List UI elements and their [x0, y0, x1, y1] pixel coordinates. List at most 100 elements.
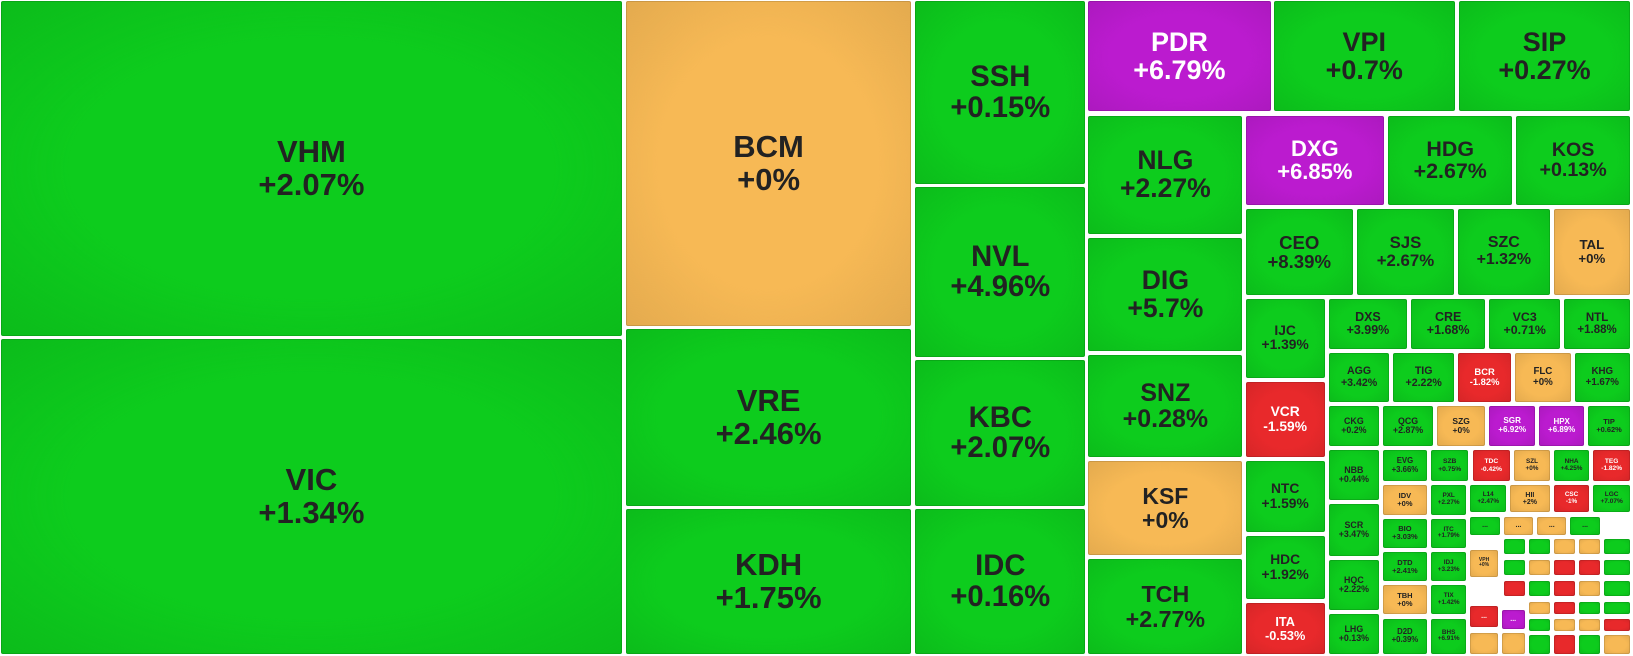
tiny-tile[interactable] — [1603, 635, 1630, 655]
stock-tile[interactable]: VCR -1.59% — [1245, 382, 1325, 458]
tiny-tile[interactable] — [1603, 581, 1630, 596]
stock-tile[interactable]: SZG +0% — [1437, 406, 1486, 446]
stock-tile[interactable]: KOS +0.13% — [1516, 115, 1630, 206]
stock-tile[interactable]: SZC +1.32% — [1457, 209, 1550, 295]
stock-tile[interactable]: BIO +3.03% — [1383, 518, 1427, 548]
tiny-tile[interactable] — [1603, 601, 1630, 615]
tiny-tile[interactable] — [1528, 539, 1550, 555]
stock-tile[interactable]: SJS +2.67% — [1356, 209, 1454, 295]
tiny-tile[interactable] — [1528, 618, 1550, 632]
stock-tile[interactable]: NBB +0.44% — [1328, 449, 1379, 500]
stock-tile[interactable]: DTD +2.41% — [1383, 551, 1427, 582]
stock-tile[interactable]: BCR -1.82% — [1457, 353, 1512, 403]
stock-tile[interactable]: D2D +0.39% — [1383, 618, 1427, 655]
stock-tile[interactable]: IJC +1.39% — [1245, 298, 1325, 379]
stock-tile[interactable]: SNZ +0.28% — [1088, 355, 1243, 458]
stock-tile[interactable]: HDC +1.92% — [1245, 536, 1325, 599]
tiny-tile[interactable] — [1503, 581, 1525, 596]
tiny-tile[interactable] — [1528, 601, 1550, 615]
tiny-tile[interactable] — [1578, 581, 1600, 596]
tiny-tile[interactable] — [1528, 560, 1550, 575]
small-tile[interactable]: ... — [1537, 516, 1567, 536]
stock-tile[interactable]: SZL +0% — [1514, 449, 1550, 482]
tiny-tile[interactable] — [1578, 539, 1600, 555]
tiny-tile[interactable] — [1603, 560, 1630, 575]
stock-tile[interactable]: TIP +0.62% — [1588, 406, 1630, 446]
stock-tile[interactable]: TAL +0% — [1553, 209, 1630, 295]
stock-tile[interactable]: KSF +0% — [1088, 461, 1243, 556]
small-tile[interactable]: ... — [1501, 610, 1525, 630]
stock-tile[interactable]: HDG +2.67% — [1388, 115, 1513, 206]
stock-tile[interactable]: NLG +2.27% — [1088, 115, 1243, 235]
tiny-tile[interactable] — [1553, 601, 1575, 615]
stock-tile[interactable]: VHM +2.07% — [1, 1, 622, 337]
stock-tile[interactable]: ITA -0.53% — [1245, 602, 1325, 655]
stock-tile[interactable]: SCR +3.47% — [1328, 504, 1379, 557]
stock-tile[interactable]: HPX +6.89% — [1539, 406, 1585, 446]
small-tile[interactable]: ... — [1470, 516, 1500, 536]
stock-tile[interactable]: VPH +0% — [1470, 549, 1498, 577]
tiny-tile[interactable] — [1578, 618, 1600, 632]
tiny-tile[interactable] — [1578, 635, 1600, 655]
tiny-tile[interactable] — [1578, 601, 1600, 615]
stock-tile[interactable]: SZB +0.75% — [1430, 449, 1469, 482]
stock-tile[interactable]: SSH +0.15% — [915, 1, 1086, 185]
tiny-tile[interactable] — [1553, 560, 1575, 575]
stock-tile[interactable]: DIG +5.7% — [1088, 238, 1243, 351]
stock-tile[interactable]: SIP +0.27% — [1459, 1, 1630, 112]
stock-tile[interactable]: TCH +2.77% — [1088, 559, 1243, 655]
small-tile[interactable]: ... — [1503, 516, 1534, 536]
stock-tile[interactable]: LGC +7.07% — [1593, 485, 1630, 513]
stock-tile[interactable]: LHG +0.13% — [1328, 614, 1379, 655]
stock-tile[interactable]: CKG +0.2% — [1328, 406, 1379, 446]
tiny-tile[interactable] — [1528, 581, 1550, 596]
tiny-tile[interactable] — [1553, 635, 1575, 655]
tiny-tile[interactable] — [1503, 560, 1525, 575]
stock-tile[interactable]: PDR +6.79% — [1088, 1, 1271, 112]
stock-tile[interactable]: HQC +2.22% — [1328, 560, 1379, 611]
stock-tile[interactable]: QCG +2.87% — [1383, 406, 1434, 446]
stock-tile[interactable]: KDH +1.75% — [625, 509, 912, 655]
tiny-tile[interactable] — [1603, 539, 1630, 555]
stock-tile[interactable]: NVL +4.96% — [915, 187, 1086, 358]
stock-tile[interactable]: TBH +0% — [1383, 585, 1427, 615]
stock-tile[interactable]: IDJ +3.23% — [1430, 551, 1467, 582]
stock-tile[interactable]: CSC -1% — [1553, 485, 1590, 513]
stock-tile[interactable]: ITC +1.79% — [1430, 518, 1467, 548]
stock-tile[interactable]: EVG +3.66% — [1383, 449, 1427, 482]
stock-tile[interactable]: PXL +2.27% — [1430, 485, 1467, 515]
stock-tile[interactable]: TIG +2.22% — [1393, 353, 1454, 403]
stock-tile[interactable]: KHG +1.67% — [1574, 353, 1630, 403]
tiny-tile[interactable] — [1501, 633, 1525, 655]
stock-tile[interactable]: VIC +1.34% — [1, 339, 622, 655]
tiny-tile[interactable] — [1578, 560, 1600, 575]
tiny-tile[interactable] — [1503, 539, 1525, 555]
stock-tile[interactable]: KBC +2.07% — [915, 360, 1086, 507]
stock-tile[interactable]: CEO +8.39% — [1245, 209, 1353, 295]
tiny-tile[interactable] — [1528, 635, 1550, 655]
tiny-tile[interactable] — [1603, 618, 1630, 632]
tiny-tile[interactable] — [1553, 539, 1575, 555]
small-tile[interactable]: ... — [1470, 606, 1498, 627]
small-tile[interactable]: ... — [1570, 516, 1600, 536]
stock-tile[interactable]: CRE +1.68% — [1411, 298, 1486, 349]
stock-tile[interactable]: IDV +0% — [1383, 485, 1427, 515]
stock-tile[interactable]: NHA +4.25% — [1553, 449, 1590, 482]
stock-tile[interactable]: VRE +2.46% — [625, 329, 912, 507]
stock-tile[interactable]: SGR +6.92% — [1489, 406, 1536, 446]
stock-tile[interactable]: NTL +1.88% — [1564, 298, 1630, 349]
stock-tile[interactable]: BCM +0% — [625, 1, 912, 327]
stock-tile[interactable]: NTC +1.59% — [1245, 461, 1325, 533]
stock-tile[interactable]: L14 +2.47% — [1470, 485, 1506, 513]
stock-tile[interactable]: TDC -0.42% — [1472, 449, 1511, 482]
stock-tile[interactable]: IDC +0.16% — [915, 509, 1086, 655]
stock-tile[interactable]: HII +2% — [1510, 485, 1550, 513]
stock-tile[interactable]: AGG +3.42% — [1328, 353, 1390, 403]
tiny-tile[interactable] — [1470, 633, 1498, 655]
stock-tile[interactable]: BHS +6.91% — [1430, 618, 1467, 655]
stock-tile[interactable]: VPI +0.7% — [1273, 1, 1455, 112]
stock-tile[interactable]: TEG -1.82% — [1593, 449, 1630, 482]
stock-tile[interactable]: FLC +0% — [1515, 353, 1571, 403]
tiny-tile[interactable] — [1553, 618, 1575, 632]
stock-tile[interactable]: DXS +3.99% — [1328, 298, 1408, 349]
